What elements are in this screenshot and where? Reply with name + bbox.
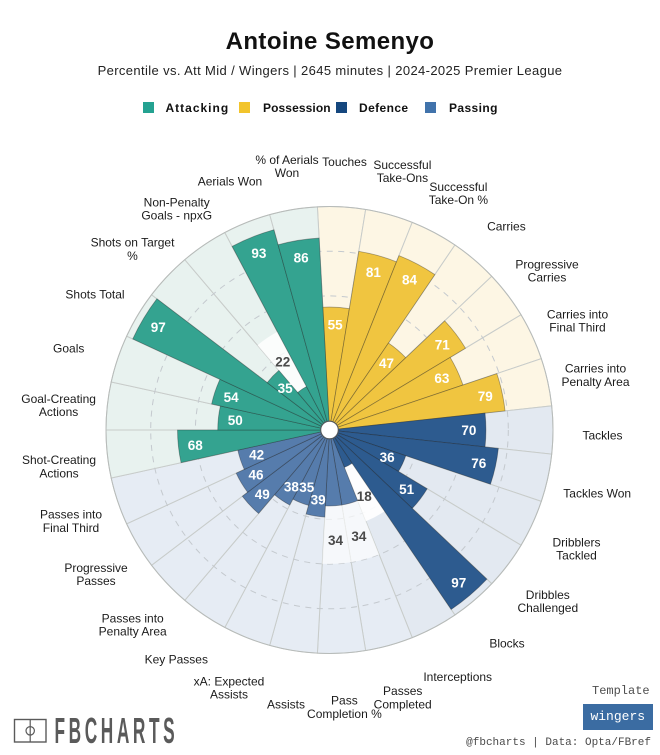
svg-text:Assists: Assists — [267, 698, 305, 712]
svg-text:Dribblers: Dribblers — [552, 535, 600, 549]
svg-text:50: 50 — [228, 413, 243, 428]
svg-text:Carries into: Carries into — [547, 307, 609, 321]
svg-text:Progressive: Progressive — [64, 561, 128, 575]
svg-text:Successful: Successful — [429, 180, 487, 194]
svg-text:Passes into: Passes into — [40, 508, 102, 522]
svg-text:63: 63 — [434, 371, 450, 386]
svg-text:Penalty Area: Penalty Area — [561, 375, 629, 389]
svg-text:Touches: Touches — [322, 155, 367, 169]
svg-text:36: 36 — [380, 450, 396, 465]
svg-text:Actions: Actions — [39, 466, 78, 480]
svg-text:70: 70 — [461, 423, 476, 438]
svg-text:Progressive: Progressive — [515, 257, 579, 271]
svg-text:Assists: Assists — [210, 688, 248, 702]
svg-text:Dribbles: Dribbles — [526, 588, 570, 602]
svg-text:68: 68 — [188, 438, 204, 453]
svg-text:Goals: Goals — [53, 341, 84, 355]
svg-text:35: 35 — [278, 381, 294, 396]
svg-text:81: 81 — [366, 265, 382, 280]
svg-text:Take-On %: Take-On % — [429, 193, 489, 207]
svg-text:18: 18 — [357, 489, 373, 504]
svg-text:Final Third: Final Third — [43, 521, 99, 535]
svg-text:38: 38 — [284, 479, 300, 494]
svg-text:Key Passes: Key Passes — [145, 652, 208, 666]
svg-text:22: 22 — [275, 354, 290, 369]
svg-text:Interceptions: Interceptions — [423, 670, 492, 684]
svg-text:Non-Penalty: Non-Penalty — [144, 195, 210, 209]
svg-text:Completed: Completed — [374, 698, 432, 712]
svg-text:Goals - npxG: Goals - npxG — [141, 209, 212, 223]
svg-text:54: 54 — [224, 390, 240, 405]
svg-text:Final Third: Final Third — [549, 321, 605, 335]
svg-text:55: 55 — [328, 317, 344, 332]
svg-text:Actions: Actions — [39, 405, 78, 419]
svg-text:Challenged: Challenged — [517, 601, 578, 615]
svg-text:Carries into: Carries into — [565, 362, 627, 376]
svg-text:FBCHARTS: FBCHARTS — [55, 712, 179, 751]
svg-text:Tackles Won: Tackles Won — [563, 487, 631, 501]
svg-text:Shot-Creating: Shot-Creating — [22, 453, 96, 467]
svg-text:Completion %: Completion % — [307, 707, 382, 721]
svg-text:Tackles: Tackles — [582, 428, 622, 442]
svg-text:93: 93 — [251, 246, 267, 261]
svg-text:76: 76 — [471, 456, 487, 471]
svg-text:Aerials Won: Aerials Won — [198, 175, 262, 189]
svg-text:Goal-Creating: Goal-Creating — [21, 392, 96, 406]
svg-text:42: 42 — [249, 448, 264, 463]
svg-text:Penalty Area: Penalty Area — [99, 625, 167, 639]
svg-text:39: 39 — [311, 492, 326, 507]
svg-text:84: 84 — [402, 272, 418, 287]
svg-text:Passes: Passes — [76, 574, 115, 588]
svg-text:Passes: Passes — [383, 684, 422, 698]
svg-text:51: 51 — [399, 482, 415, 497]
svg-text:Carries: Carries — [528, 271, 567, 285]
svg-text:46: 46 — [248, 467, 264, 482]
svg-text:xA: Expected: xA: Expected — [194, 674, 265, 688]
svg-text:49: 49 — [255, 487, 270, 502]
svg-text:Tackled: Tackled — [556, 549, 597, 563]
svg-text:Successful: Successful — [373, 158, 431, 172]
svg-text:Take-Ons: Take-Ons — [377, 171, 428, 185]
svg-text:Carries: Carries — [487, 220, 526, 234]
svg-text:Passes into: Passes into — [102, 611, 164, 625]
svg-text:35: 35 — [299, 480, 315, 495]
svg-text:47: 47 — [379, 356, 394, 371]
svg-text:Shots Total: Shots Total — [65, 288, 124, 302]
svg-text:Blocks: Blocks — [489, 637, 524, 651]
svg-text:Pass: Pass — [331, 694, 358, 708]
svg-text:Won: Won — [275, 166, 299, 180]
svg-text:71: 71 — [435, 338, 451, 353]
svg-text:79: 79 — [478, 389, 493, 404]
svg-text:34: 34 — [328, 533, 344, 548]
svg-text:Shots on Target: Shots on Target — [91, 236, 176, 250]
svg-text:34: 34 — [351, 529, 367, 544]
svg-text:97: 97 — [151, 320, 166, 335]
svg-text:% of Aerials: % of Aerials — [255, 153, 318, 167]
svg-text:86: 86 — [294, 250, 310, 265]
svg-text:97: 97 — [451, 576, 466, 591]
svg-text:%: % — [127, 249, 138, 263]
